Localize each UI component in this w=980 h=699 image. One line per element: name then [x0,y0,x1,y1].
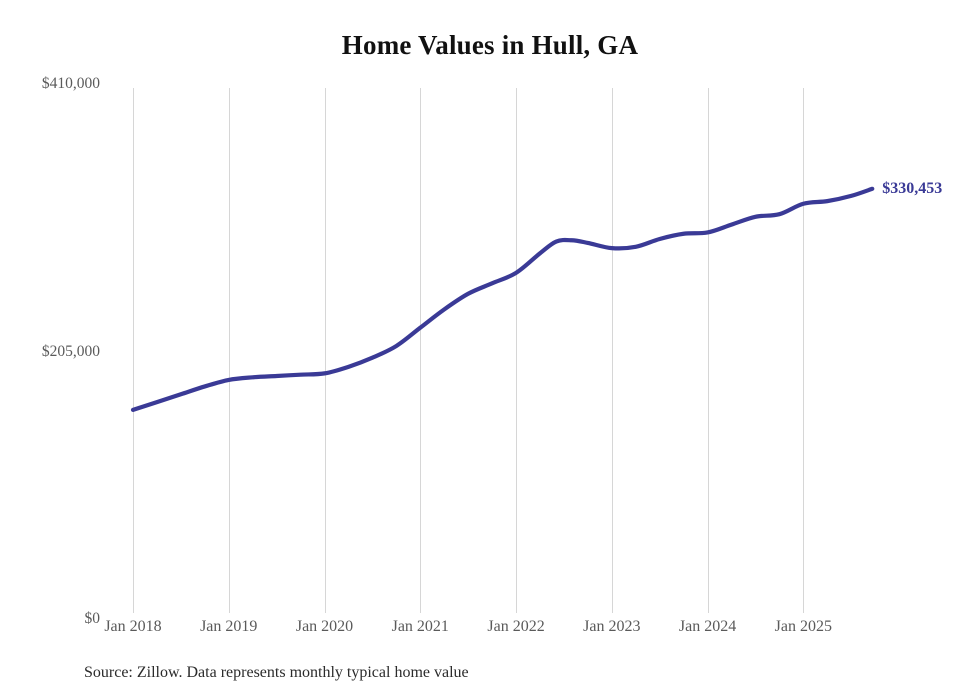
gridline-2021 [420,88,422,613]
gridline-2018 [133,88,134,613]
gridline-2025 [803,88,805,613]
y-tick-label-0: $0 [84,610,101,627]
chart-title: Home Values in Hull, GA [341,30,639,60]
x-tick-label-2022: Jan 2022 [487,618,545,635]
x-tick-label-2025: Jan 2025 [774,618,832,635]
gridline-2019 [228,88,230,613]
x-tick-label-2019: Jan 2019 [200,618,258,635]
x-tick-label-2023: Jan 2023 [583,618,641,635]
x-tick-label-2021: Jan 2021 [391,618,449,635]
y-tick-label-410000: $410,000 [41,75,100,92]
x-tick-label-2024: Jan 2024 [678,618,737,635]
gridline-2023 [611,88,613,613]
endpoint-value-label: $330,453 [882,179,943,197]
gridline-2024 [707,88,709,613]
x-tick-label-2020: Jan 2020 [295,618,354,635]
gridline-2022 [516,88,518,613]
x-tick-label-2018: Jan 2018 [104,618,162,635]
source-note: Source: Zillow. Data represents monthly … [84,664,469,681]
gridline-2020 [324,88,326,613]
series-line-typical-home-value [130,186,875,413]
y-tick-label-205000: $205,000 [41,342,100,360]
